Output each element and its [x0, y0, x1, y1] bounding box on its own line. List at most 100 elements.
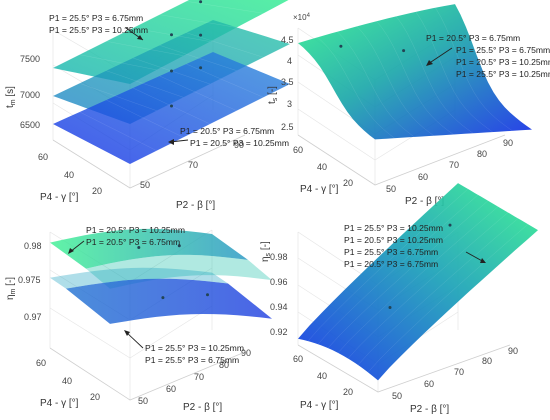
p1-point-1-center [170, 69, 173, 73]
p1-annotation-lower: P1 = 20.5° P3 = 6.75mm P1 = 20.5° P3 = 1… [168, 126, 289, 148]
p3-ann-upper-arrowhead [68, 248, 74, 254]
p1-xtick-90: 90 [234, 140, 244, 150]
p2-mesh-3 [356, 26, 435, 136]
p2-ann-line2: P1 = 25.5° P3 = 6.75mm [456, 45, 550, 55]
p3-ann-upper-line2: P1 = 20.5° P3 = 6.75mm [86, 237, 180, 247]
p1-point-2-back [199, 66, 203, 70]
p2-xtick-80: 80 [477, 149, 487, 159]
p2-ann-line4: P1 = 25.5° P3 = 10.25mm [456, 69, 550, 79]
p4-ztick-0.94: 0.94 [270, 302, 288, 312]
p2-point-b [402, 49, 406, 53]
p1-mesh-0-2 [106, 41, 184, 56]
p1-mesh-0-4 [159, 14, 237, 28]
p2-ztick-4.5: 4.5 [281, 35, 294, 45]
p3-ylabel: P4 - γ [°] [40, 398, 79, 409]
p4-mesh-2 [317, 194, 479, 345]
p3-point-upper-b [177, 244, 181, 248]
p2-ann-arrowhead [426, 60, 433, 66]
p2-point-a [339, 44, 343, 48]
p2-ann-line1: P1 = 20.5° P3 = 6.75mm [426, 33, 520, 43]
p3-point-upper-a [137, 246, 141, 249]
p4-ytick-40: 40 [317, 371, 327, 381]
p4-mesh-6 [357, 218, 519, 366]
p4-x-ticks: 50 60 70 80 90 [392, 346, 518, 401]
p2-ann-line3: P1 = 20.5° P3 = 10.25mm [456, 57, 550, 67]
p2-x-ticks: 50 60 70 80 90 [386, 138, 513, 194]
p4-point-a [388, 306, 392, 309]
p2-y-ticks: 60 40 20 [293, 145, 353, 188]
p3-x-ticks: 50 60 70 80 90 [138, 348, 251, 406]
p2-ylabel: P4 - γ [°] [300, 184, 339, 195]
p1-mesh-1-5 [186, 32, 264, 58]
p2-mesh-1 [317, 37, 395, 139]
p1-point-2-center [170, 104, 173, 108]
p1-mesh-1-2 [106, 70, 184, 98]
p3-xtick-80: 80 [219, 360, 229, 370]
p3-surface-lower [66, 278, 272, 324]
p2-zlabel: ts [-] [267, 86, 279, 104]
p3-xtick-90: 90 [241, 348, 251, 358]
p4-y-ticks: 60 40 20 [293, 354, 353, 397]
p1-point-0-back [199, 0, 203, 4]
p4-point-b [448, 223, 452, 227]
p1-surface-low [53, 52, 290, 164]
p1-ztick-7000: 7000 [20, 90, 40, 100]
p4-mesh-1 [307, 188, 469, 342]
panel-tm: 7500 7000 6500 tm [s] 60 40 20 P4 - γ [°… [5, 0, 290, 211]
p2-ztick-4: 4 [287, 56, 292, 66]
p1-ann-lower-line2: P1 = 20.5° P3 = 10.25mm [190, 138, 289, 148]
p3-point-lower-a [161, 296, 165, 300]
p1-mesh-2-4 [159, 75, 237, 111]
p2-mesh-2 [337, 31, 415, 138]
p3-annotation-lower: P1 = 25.5° P3 = 10.25mm P1 = 25.5° P3 = … [124, 330, 244, 365]
p4-ytick-20: 20 [343, 387, 353, 397]
p3-xtick-60: 60 [166, 384, 176, 394]
p4-ann-line1: P1 = 25.5° P3 = 10.25mm [344, 223, 443, 233]
p1-mesh-2-1 [79, 111, 157, 151]
p1-ann-upper-line2: P1 = 25.5° P3 = 10.25mm [49, 25, 148, 35]
p4-mesh [307, 188, 529, 373]
p4-ann-arrow [465, 251, 485, 263]
p3-ann-lower-line2: P1 = 25.5° P3 = 6.75mm [145, 355, 239, 365]
p1-xtick-50: 50 [140, 180, 150, 190]
p3-ztick-0.975: 0.975 [18, 275, 41, 285]
p4-xtick-60: 60 [424, 379, 434, 389]
p2-points [339, 44, 406, 53]
p1-ann-lower-arrowhead [168, 139, 174, 145]
p4-ztick-0.98: 0.98 [270, 252, 288, 262]
p2-xtick-70: 70 [449, 160, 459, 170]
p3-ann-lower-arrow [125, 331, 144, 349]
p4-points [388, 223, 452, 309]
panel-ts: ×104 4.5 4 3.5 3 2.5 ts [-] 60 40 20 P4 … [267, 4, 550, 207]
p1-x-ticks: 50 70 90 [140, 140, 244, 190]
p3-ztick-0.98: 0.98 [24, 241, 42, 251]
p3-surface-upper [50, 228, 248, 269]
p3-y-ticks: 60 40 20 [36, 358, 100, 402]
p1-ytick-60: 60 [38, 152, 48, 162]
p1-annotation-upper: P1 = 25.5° P3 = 6.75mm P1 = 25.5° P3 = 1… [49, 13, 148, 41]
p4-mesh-7 [367, 224, 529, 373]
p3-zlabel: ηm [-] [5, 277, 17, 300]
p1-ztick-6500: 6500 [20, 120, 40, 130]
p2-mesh-5 [395, 16, 474, 134]
p1-mesh-0-1 [79, 54, 157, 71]
p3-ann-upper-line1: P1 = 20.5° P3 = 10.25mm [86, 225, 185, 235]
p1-xlabel: P2 - β [°] [176, 200, 215, 211]
p1-xtick-70: 70 [188, 160, 198, 170]
p1-mesh-2-2 [106, 99, 184, 138]
p4-surface [298, 183, 538, 381]
p4-xtick-80: 80 [482, 356, 492, 366]
p2-ztick-3.5: 3.5 [281, 77, 294, 87]
p2-ann-arrow [427, 47, 453, 65]
p3-xtick-70: 70 [194, 372, 204, 382]
p3-ann-lower-arrowhead [124, 330, 130, 336]
panel-em: 0.98 0.975 0.97 ηm [-] 60 40 20 P4 - γ [… [5, 225, 272, 413]
p1-ann-lower-line1: P1 = 20.5° P3 = 6.75mm [180, 126, 274, 136]
p2-surface [298, 4, 532, 140]
p4-ann-line4: P1 = 20.5° P3 = 6.75mm [344, 259, 438, 269]
p3-point-lower-b [206, 293, 209, 297]
p3-points [137, 244, 209, 300]
p2-mesh [317, 7, 513, 139]
p2-ztick-2.5: 2.5 [281, 122, 294, 132]
p1-zlabel: tm [s] [5, 86, 17, 108]
